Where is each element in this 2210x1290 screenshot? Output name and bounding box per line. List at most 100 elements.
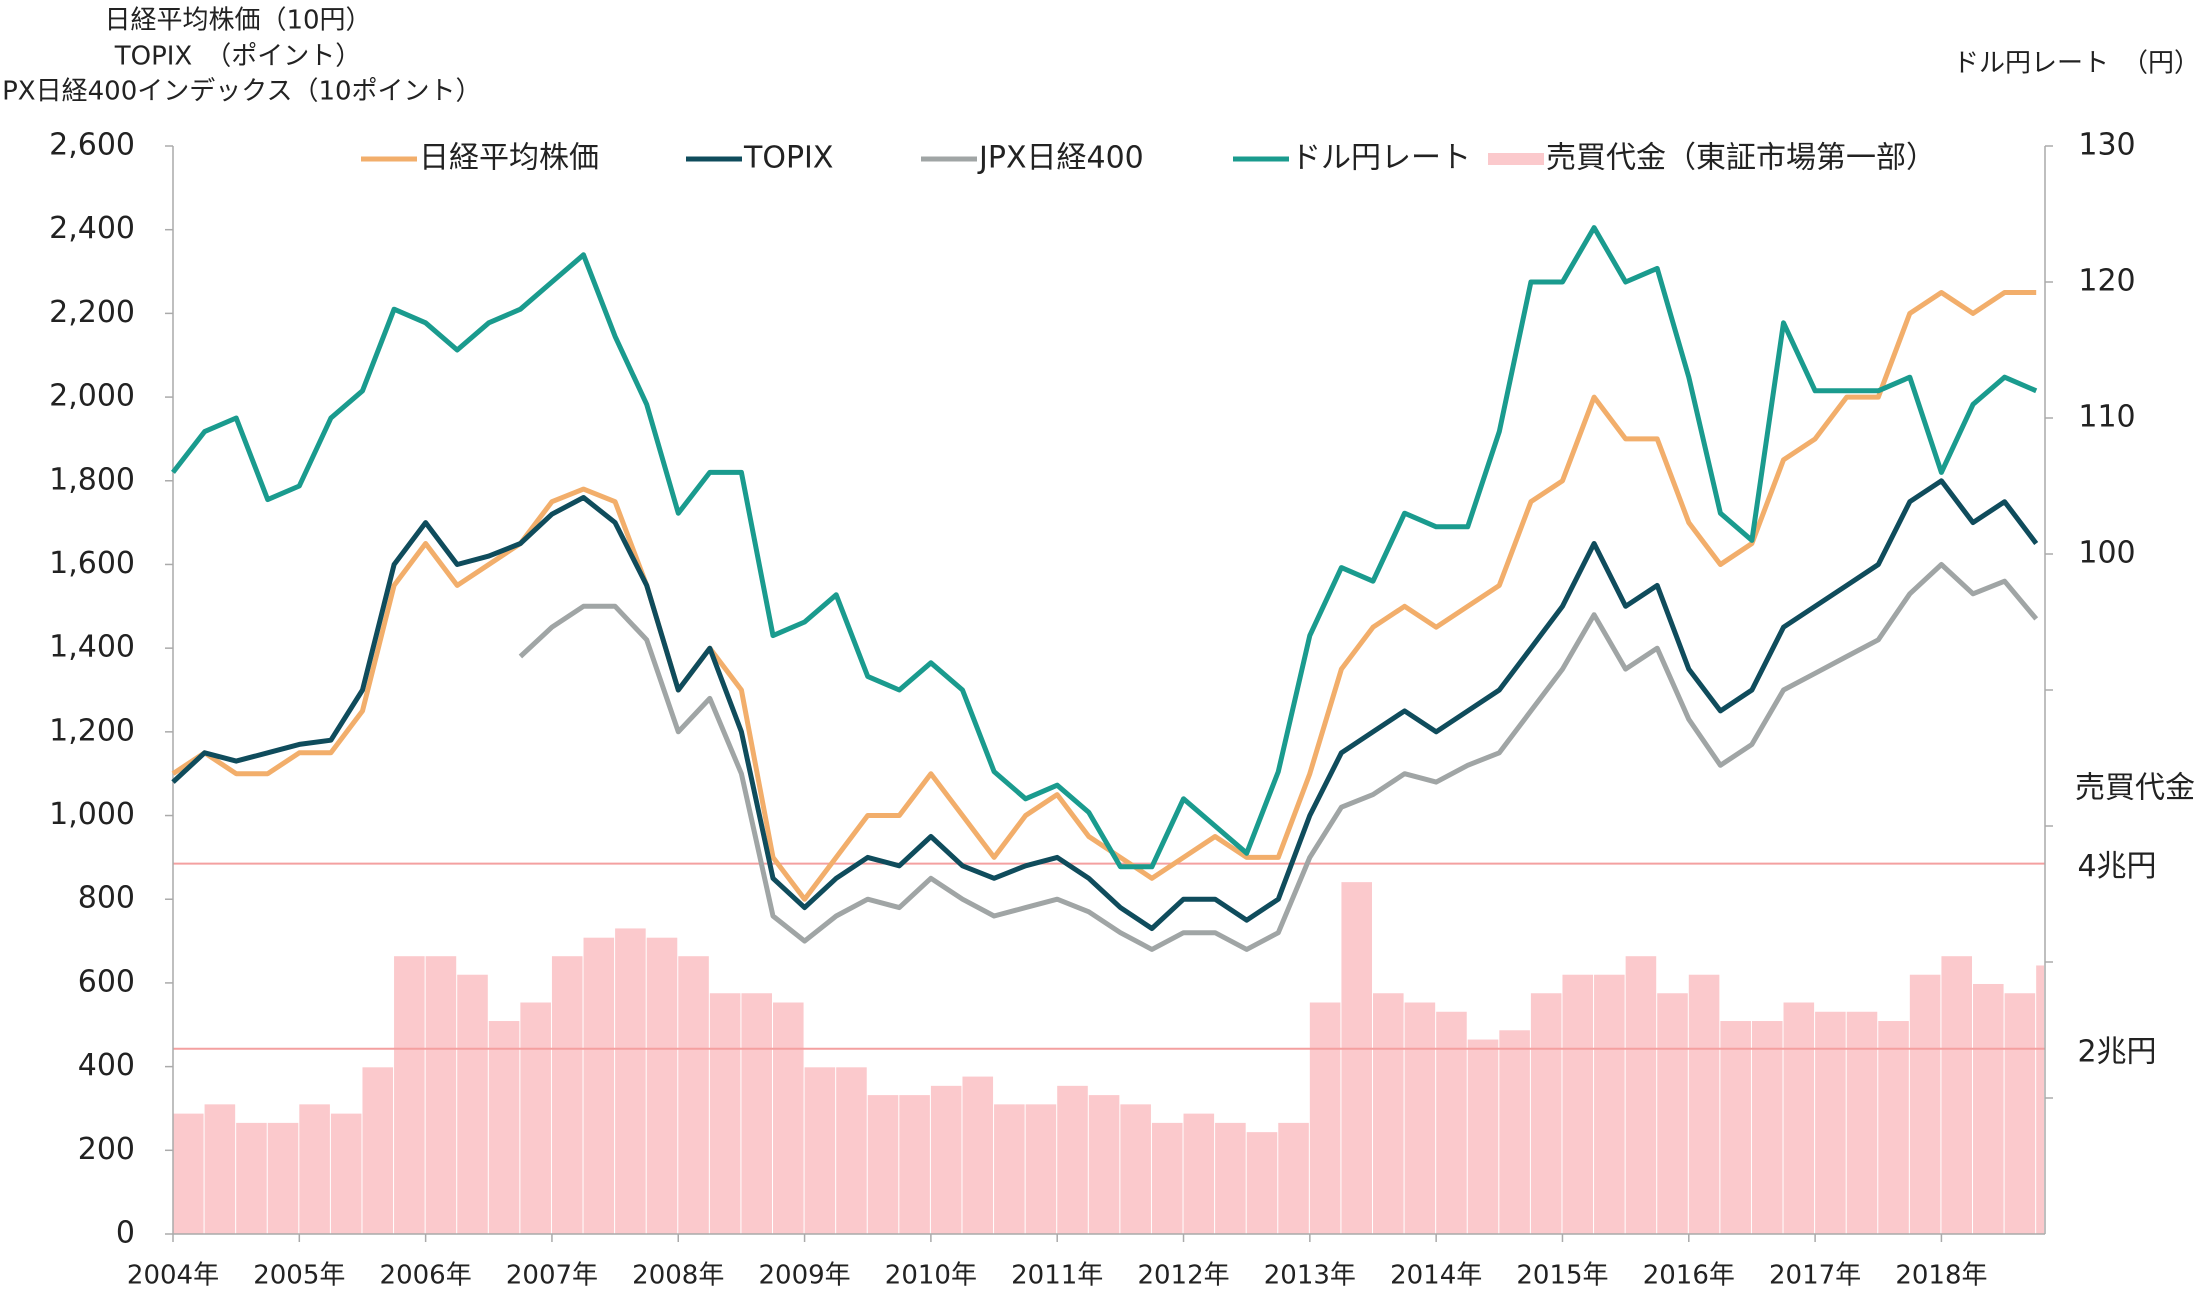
series-line xyxy=(171,225,2038,870)
turnover-bar xyxy=(1499,1030,1530,1234)
turnover-bar xyxy=(1151,1122,1183,1234)
turnover-bar xyxy=(2036,965,2044,1234)
y3-axis-title: 売買代金 xyxy=(2075,771,2195,806)
turnover-bar xyxy=(1246,1132,1278,1234)
turnover-bar xyxy=(1309,1002,1341,1234)
y-tick-label: 400 xyxy=(78,1048,135,1083)
x-tick-label: 2007年 xyxy=(506,1261,598,1290)
turnover-bar xyxy=(1341,882,1372,1234)
turnover-bar xyxy=(394,956,425,1234)
x-tick-label: 2016年 xyxy=(1643,1261,1735,1290)
turnover-bar xyxy=(1688,974,1720,1234)
x-tick-label: 2012年 xyxy=(1137,1261,1229,1290)
x-tick-label: 2009年 xyxy=(758,1261,850,1290)
y-tick-label: 0 xyxy=(116,1216,135,1251)
series-line xyxy=(518,562,2039,952)
turnover-bar xyxy=(1183,1113,1215,1234)
legend-label: TOPIX xyxy=(743,141,833,176)
y-tick-label: 1,200 xyxy=(49,713,135,748)
x-tick-label: 2005年 xyxy=(253,1261,345,1290)
turnover-bar xyxy=(1878,1021,1909,1234)
turnover-bar xyxy=(1467,1039,1499,1234)
turnover-bar xyxy=(1562,974,1594,1234)
y-axis-title: TOPIX （ポイント） xyxy=(114,42,362,72)
turnover-bar xyxy=(267,1122,299,1234)
legend-label: JPX日経400 xyxy=(977,141,1144,176)
turnover-bar xyxy=(1657,993,1688,1234)
turnover-bar xyxy=(1215,1122,1246,1234)
turnover-bar xyxy=(1909,974,1941,1234)
turnover-bar xyxy=(1594,974,1625,1234)
turnover-bar xyxy=(1404,1002,1436,1234)
turnover-bar xyxy=(1120,1104,1151,1234)
turnover-bar xyxy=(1278,1122,1309,1234)
turnover-bar xyxy=(1025,1104,1057,1234)
turnover-bar xyxy=(1846,1011,1878,1234)
turnover-bar xyxy=(1436,1011,1467,1234)
turnover-bar xyxy=(236,1122,267,1234)
turnover-bar xyxy=(1751,1021,1783,1234)
turnover-bar xyxy=(1941,956,1972,1234)
turnover-bar xyxy=(1783,1002,1815,1234)
y-tick-label: 2,000 xyxy=(49,379,135,414)
turnover-bar xyxy=(709,993,741,1234)
y2-tick-label: 120 xyxy=(2078,264,2135,299)
turnover-bar xyxy=(2004,993,2036,1234)
y2-tick-label: 100 xyxy=(2078,536,2135,571)
turnover-bar xyxy=(362,1067,394,1234)
turnover-bar xyxy=(173,1113,204,1234)
turnover-bar xyxy=(646,937,678,1234)
x-tick-label: 2018年 xyxy=(1895,1261,1987,1290)
y3-tick-label: 4兆円 xyxy=(2077,849,2156,884)
x-tick-label: 2008年 xyxy=(632,1261,724,1290)
turnover-bar xyxy=(678,956,709,1234)
legend-label: 日経平均株価 xyxy=(419,141,599,176)
y-axis-title: 日経平均株価（10円） xyxy=(104,6,371,36)
x-tick-label: 2014年 xyxy=(1390,1261,1482,1290)
turnover-bar xyxy=(930,1085,962,1234)
y-axis-title: JPX日経400インデックス（10ポイント） xyxy=(0,77,482,107)
y-tick-label: 2,400 xyxy=(49,211,135,246)
y2-tick-label: 130 xyxy=(2078,128,2135,163)
turnover-bar xyxy=(741,993,772,1234)
x-tick-label: 2017年 xyxy=(1769,1261,1861,1290)
legend-label: ドル円レート xyxy=(1291,141,1471,176)
turnover-bar xyxy=(425,956,457,1234)
turnover-bar xyxy=(836,1067,867,1234)
x-tick-label: 2004年 xyxy=(127,1261,219,1290)
y2-tick-label: 110 xyxy=(2078,400,2135,435)
turnover-bar xyxy=(1057,1085,1088,1234)
turnover-bar xyxy=(457,974,488,1234)
y2-axis-title: ドル円レート （円） xyxy=(1953,49,2200,79)
turnover-bar xyxy=(204,1104,236,1234)
y3-tick-label: 2兆円 xyxy=(2077,1034,2156,1069)
turnover-bar xyxy=(551,956,583,1234)
turnover-bar xyxy=(1088,1095,1120,1234)
y-tick-label: 1,400 xyxy=(49,630,135,665)
turnover-bar xyxy=(804,1067,836,1234)
turnover-bar xyxy=(520,1002,551,1234)
turnover-bar xyxy=(615,928,646,1234)
series-line xyxy=(171,478,2039,931)
turnover-bar xyxy=(994,1104,1025,1234)
turnover-bar xyxy=(899,1095,930,1234)
x-tick-label: 2015年 xyxy=(1516,1261,1608,1290)
turnover-bar xyxy=(1973,983,2004,1234)
legend-swatch xyxy=(1488,153,1544,165)
turnover-bar xyxy=(773,1002,804,1234)
y-tick-label: 1,600 xyxy=(49,546,135,581)
turnover-bar xyxy=(583,937,615,1234)
x-tick-label: 2006年 xyxy=(380,1261,472,1290)
turnover-bar xyxy=(1815,1011,1846,1234)
y-tick-label: 2,200 xyxy=(49,295,135,330)
y-tick-label: 800 xyxy=(78,881,135,916)
turnover-bar xyxy=(962,1076,994,1234)
x-tick-label: 2011年 xyxy=(1011,1261,1103,1290)
x-tick-label: 2013年 xyxy=(1264,1261,1356,1290)
turnover-bar xyxy=(1530,993,1562,1234)
y-tick-label: 1,800 xyxy=(49,462,135,497)
series-line xyxy=(171,290,2037,902)
turnover-bar xyxy=(330,1113,362,1234)
x-tick-label: 2010年 xyxy=(885,1261,977,1290)
